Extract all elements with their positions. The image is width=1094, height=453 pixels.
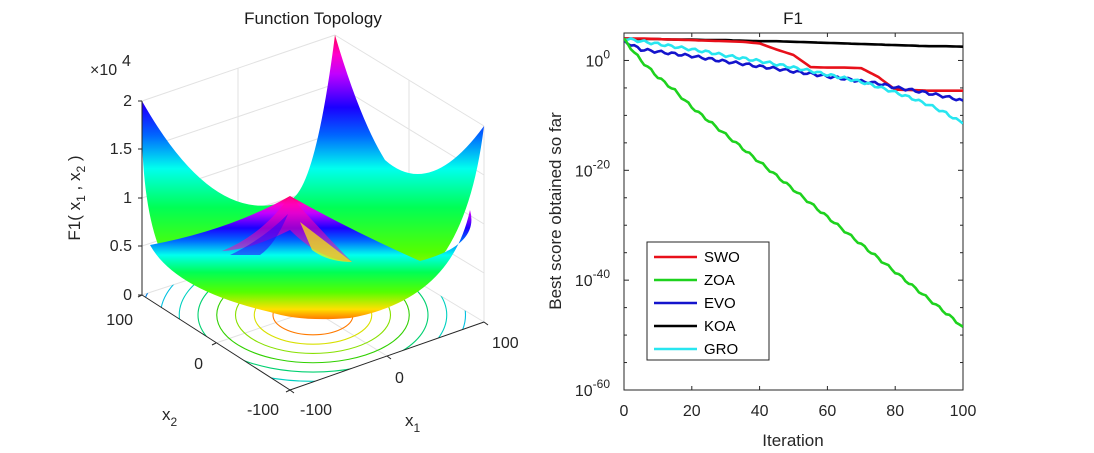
x-tick-label: 40 bbox=[751, 403, 769, 420]
z-axis bbox=[138, 100, 143, 296]
x-ticks: 0 20 40 60 80 100 bbox=[620, 33, 977, 420]
z-tick-label: 1 bbox=[123, 190, 132, 207]
y-tick-label: 10-40 bbox=[575, 267, 610, 290]
x2-tick-label: 100 bbox=[106, 312, 133, 329]
series-line-gro bbox=[624, 37, 963, 125]
x1-tick-label: 0 bbox=[395, 370, 404, 387]
surface-front bbox=[150, 196, 472, 320]
convergence-plot: F1 0 20 40 60 80 100 100 10-20 10-40 10-60 Itera… bbox=[546, 9, 976, 450]
base-axes bbox=[137, 294, 489, 394]
z-tick-label: 0.5 bbox=[110, 238, 132, 255]
z-tick-label: 0 bbox=[123, 287, 132, 304]
x1-tick-label: 100 bbox=[492, 335, 519, 352]
surface-title: Function Topology bbox=[244, 9, 382, 28]
convergence-title: F1 bbox=[783, 9, 803, 28]
y-ticks: 100 10-20 10-40 10-60 bbox=[575, 47, 963, 400]
y-tick-label: 100 bbox=[586, 47, 611, 70]
x-tick-label: 80 bbox=[886, 403, 904, 420]
x1-axis-label: x1 bbox=[405, 411, 421, 435]
y-tick-label: 10-20 bbox=[575, 157, 610, 180]
x-tick-label: 100 bbox=[950, 403, 977, 420]
z-tick-label: 1.5 bbox=[110, 141, 132, 158]
legend-label: KOA bbox=[704, 318, 736, 335]
series-lines bbox=[624, 37, 963, 328]
surface-plot: Function Topology bbox=[65, 9, 519, 435]
y-tick-label: 10-60 bbox=[575, 377, 610, 400]
legend-label: SWO bbox=[704, 249, 740, 266]
x2-tick-label: -100 bbox=[247, 402, 279, 419]
x-tick-label: 60 bbox=[819, 403, 837, 420]
surface-mesh bbox=[141, 35, 484, 320]
svg-text:×10: ×10 bbox=[90, 62, 117, 79]
x-tick-label: 0 bbox=[620, 403, 629, 420]
x2-axis-label: x2 bbox=[162, 405, 178, 429]
x1-tick-label: -100 bbox=[300, 402, 332, 419]
legend-label: ZOA bbox=[704, 272, 735, 289]
series-line-evo bbox=[624, 39, 963, 102]
z-exponent-label: ×10 4 bbox=[90, 53, 131, 79]
z-axis-label: F1( x1 , x2 ) bbox=[65, 155, 88, 240]
x-axis-label: Iteration bbox=[762, 431, 823, 450]
x-tick-label: 20 bbox=[683, 403, 701, 420]
legend-label: GRO bbox=[704, 341, 738, 358]
legend-box bbox=[646, 241, 770, 361]
legend-label: EVO bbox=[704, 295, 736, 312]
x2-tick-label: 0 bbox=[194, 356, 203, 373]
y-axis-label: Best score obtained so far bbox=[546, 112, 565, 310]
svg-text:4: 4 bbox=[122, 53, 131, 70]
series-line-zoa bbox=[624, 37, 963, 328]
z-tick-label: 2 bbox=[123, 93, 132, 110]
legend: SWO ZOA EVO KOA GRO bbox=[646, 241, 770, 361]
